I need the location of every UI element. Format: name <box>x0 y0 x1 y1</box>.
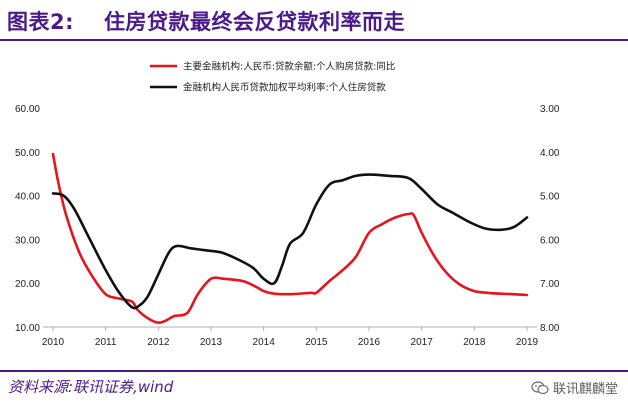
figure-number: 图表2: <box>7 10 75 34</box>
x-tick-label: 2013 <box>200 337 223 348</box>
y-right-tick-label: 8.00 <box>540 323 560 334</box>
y-left-tick-label: 20.00 <box>15 279 40 290</box>
y-right-tick-label: 3.00 <box>540 104 560 115</box>
x-tick-label: 2018 <box>463 337 486 348</box>
y-left-tick-label: 40.00 <box>15 192 40 203</box>
y-right-tick-label: 6.00 <box>540 235 560 246</box>
legend-label-1: 主要金融机构:人民币:贷款余额:个人购房贷款:同比 <box>183 61 395 73</box>
figure-header: 图表2: 住房贷款最终会反贷款利率而走 <box>0 0 628 38</box>
y-left-tick-label: 10.00 <box>15 323 40 334</box>
y-right-tick-label: 7.00 <box>540 279 560 290</box>
figure-title: 图表2: 住房贷款最终会反贷款利率而走 <box>7 6 405 36</box>
figure-title-text: 住房贷款最终会反贷款利率而走 <box>104 10 406 34</box>
series-line-2 <box>51 173 529 310</box>
x-tick-label: 2014 <box>253 337 276 348</box>
y-left-tick-label: 60.00 <box>15 104 40 115</box>
y-right-tick-label: 5.00 <box>540 192 560 203</box>
source-note: 资料来源:联讯证券,wind <box>8 378 174 396</box>
legend-label-2: 金融机构人民币贷款加权平均利率:个人住房贷款 <box>183 82 386 94</box>
x-tick-label: 2016 <box>358 337 381 348</box>
x-tick-label: 2012 <box>147 337 170 348</box>
line-chart: 2010 2011 2012 2013 2014 2015 2016 2017 2018 2019… <box>15 61 560 349</box>
x-tick-label: 2015 <box>305 337 328 348</box>
x-tick-label: 2017 <box>411 337 434 348</box>
y-left-tick-label: 30.00 <box>15 235 40 246</box>
y-left-tick-label: 50.00 <box>15 148 40 159</box>
x-tick-label: 2011 <box>95 337 117 348</box>
series-line-1 <box>51 152 529 324</box>
wechat-icon <box>531 380 549 394</box>
header-divider <box>0 39 628 41</box>
watermark-text: 联讯麒麟堂 <box>552 382 618 397</box>
x-tick-label: 2019 <box>516 337 539 348</box>
footer-divider <box>0 370 628 372</box>
x-tick-label: 2010 <box>42 337 65 348</box>
watermark: 联讯麒麟堂 <box>531 378 618 397</box>
y-right-tick-label: 4.00 <box>540 148 560 159</box>
